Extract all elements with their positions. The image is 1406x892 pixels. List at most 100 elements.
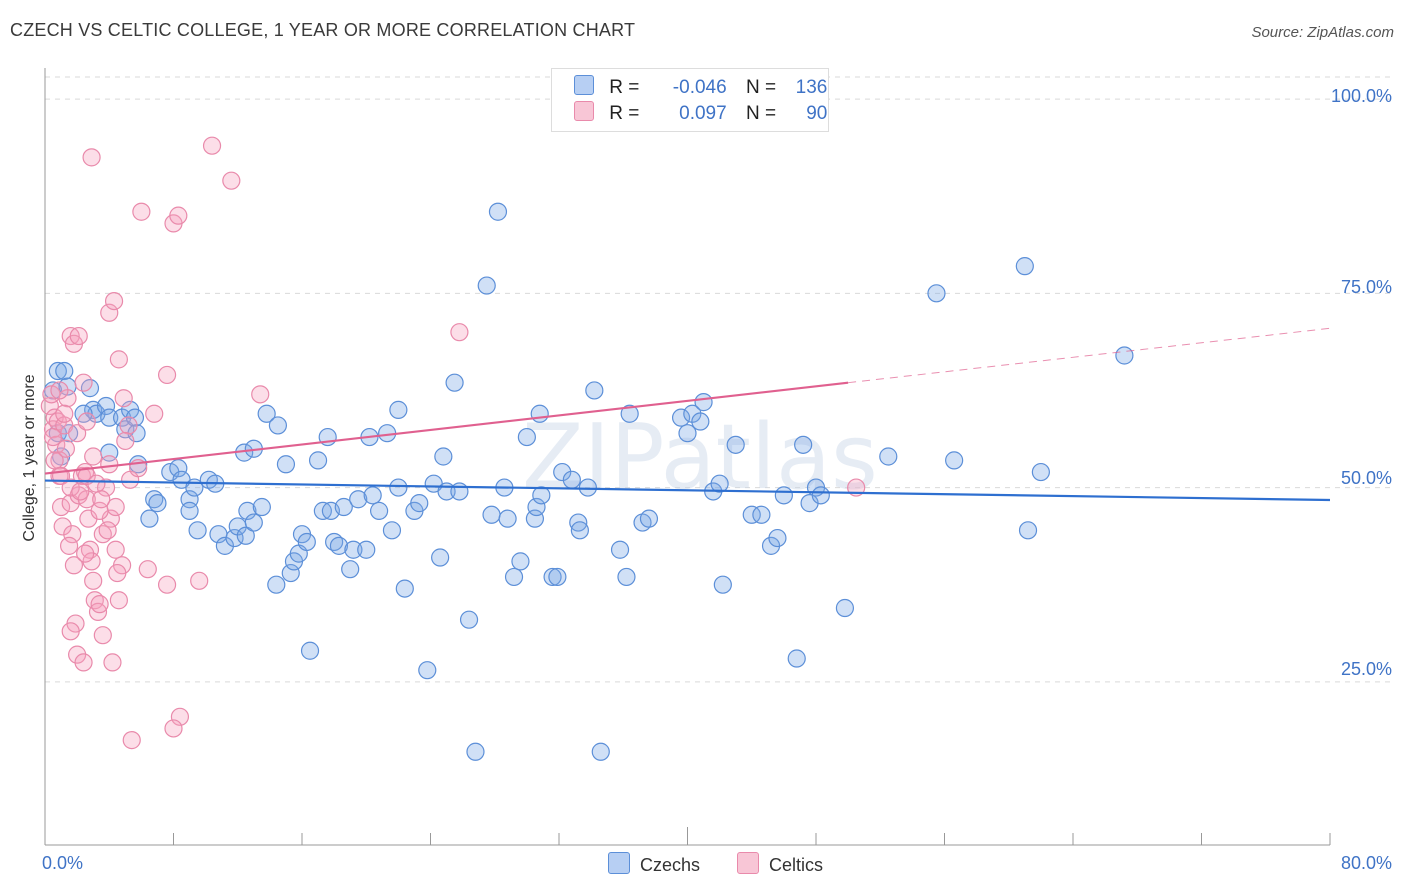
celtic-point — [43, 427, 63, 447]
legend-item-czechs[interactable]: Czechs — [608, 852, 700, 876]
czech-point — [1115, 346, 1134, 365]
czech-point — [620, 404, 639, 423]
czech-point — [578, 478, 598, 497]
czech-point — [140, 509, 159, 528]
celtic-point — [100, 303, 119, 322]
czech-point — [418, 661, 437, 680]
source-note: Source: ZipAtlas.com — [1251, 24, 1394, 41]
czech-point — [752, 505, 771, 524]
r-label: R = — [609, 103, 640, 124]
y-tick-75: 75.0% — [1340, 277, 1392, 297]
czech-point — [511, 552, 530, 571]
czech-point — [297, 532, 316, 552]
celtic-point — [87, 474, 106, 493]
celtic-point — [69, 326, 88, 346]
celtic-point — [90, 595, 109, 614]
czech-point — [389, 400, 408, 419]
czech-point — [1015, 257, 1034, 276]
celtic-point — [50, 381, 69, 400]
czech-point — [48, 361, 67, 381]
r-label: R = — [609, 77, 640, 98]
czech-point — [382, 521, 402, 540]
czech-point — [562, 470, 581, 489]
czech-point — [927, 284, 946, 303]
czech-point — [459, 610, 479, 629]
czech-point — [835, 598, 855, 618]
czech-point — [694, 393, 713, 412]
czech-point — [525, 509, 545, 528]
celtic-point — [76, 544, 95, 563]
celtic-point — [74, 653, 93, 672]
trend-line-celtics — [44, 381, 849, 475]
celtic-point — [50, 451, 69, 470]
czech-point — [585, 381, 604, 400]
czech-point — [244, 513, 263, 532]
czech-point — [482, 505, 501, 524]
celtic-point — [64, 556, 84, 575]
czech-point — [517, 427, 536, 447]
celtic-point — [55, 404, 74, 423]
celtic-point — [71, 482, 90, 501]
czech-point — [498, 509, 517, 528]
r-value: 0.097 — [679, 103, 727, 124]
czech-point — [879, 447, 898, 466]
y-tick-25: 25.0% — [1340, 659, 1392, 679]
trend-line-czechs — [44, 479, 1331, 502]
czech-point — [726, 435, 745, 454]
czech-point — [252, 497, 271, 517]
czech-point — [504, 567, 524, 587]
czech-point — [639, 509, 659, 528]
celtic-point — [51, 497, 71, 517]
celtic-legend-swatch — [737, 852, 759, 874]
czech-point — [215, 536, 234, 555]
celtic-point — [164, 719, 183, 738]
czech-point — [787, 649, 806, 668]
celtic-point — [56, 439, 75, 458]
czech-point — [281, 563, 300, 583]
celtic-swatch — [574, 101, 594, 121]
celtic-point — [40, 396, 59, 416]
celtic-point — [84, 571, 103, 590]
stats-legend-row-celtics: R = 0.097 N = 90 — [574, 101, 827, 125]
czech-point — [267, 575, 286, 594]
celtic-point — [169, 206, 188, 225]
celtic-point — [145, 404, 164, 423]
celtic-point — [82, 148, 101, 167]
czech-point — [530, 404, 549, 423]
czech-legend-swatch — [608, 852, 630, 874]
celtic-point — [68, 424, 87, 443]
celtic-point — [63, 525, 82, 544]
czech-point — [180, 501, 199, 520]
czech-point — [691, 412, 710, 431]
celtic-point — [109, 591, 128, 610]
czech-point — [148, 494, 167, 513]
czech-point — [710, 474, 729, 493]
czech-point — [794, 435, 813, 454]
celtic-point — [157, 365, 177, 385]
legend-item-celtics[interactable]: Celtics — [737, 852, 823, 876]
czech-point — [257, 404, 276, 423]
celtic-point — [108, 563, 127, 583]
czech-point — [431, 548, 450, 567]
celtic-point — [190, 571, 209, 590]
czech-point — [329, 536, 349, 555]
czech-point — [395, 579, 414, 598]
celtic-point — [59, 536, 79, 555]
celtic-point — [222, 171, 241, 190]
stats-legend: R = -0.046 N = 136 R = 0.097 N = 90 — [551, 68, 829, 132]
r-value: -0.046 — [672, 77, 727, 98]
czech-point — [678, 424, 697, 443]
celtic-point — [157, 575, 177, 594]
czech-point — [945, 451, 964, 470]
celtic-point — [170, 707, 190, 726]
celtic-point — [138, 560, 157, 579]
czech-point — [553, 462, 572, 482]
czech-swatch — [574, 75, 594, 95]
czech-point — [276, 455, 296, 474]
czech-point — [268, 416, 288, 435]
czech-point — [300, 641, 320, 660]
chart-title: CZECH VS CELTIC COLLEGE, 1 YEAR OR MORE … — [10, 20, 636, 40]
celtic-point — [92, 490, 111, 509]
celtic-point — [90, 501, 109, 520]
czech-point — [610, 540, 630, 559]
